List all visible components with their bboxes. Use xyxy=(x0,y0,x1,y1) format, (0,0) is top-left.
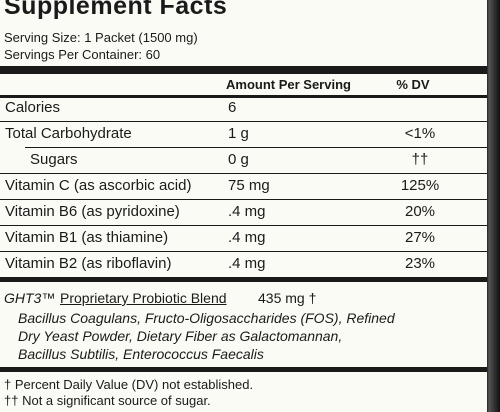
amount: .4 mg xyxy=(228,203,266,220)
rule xyxy=(0,66,487,74)
amount: .4 mg xyxy=(228,229,266,246)
nutrient-name: Vitamin B6 (as pyridoxine) xyxy=(5,203,180,220)
amount: 0 g xyxy=(228,151,249,168)
rule xyxy=(0,95,487,98)
nutrient-name: Sugars xyxy=(30,151,78,168)
servings-per-container: Servings Per Container: 60 xyxy=(4,47,161,62)
ingredient-line: Bacillus Coagulans, Fructo-Oligosacchari… xyxy=(18,310,395,326)
rule xyxy=(0,367,487,372)
rule xyxy=(25,147,487,148)
amount: 75 mg xyxy=(228,177,270,194)
amount: 1 g xyxy=(228,125,249,142)
nutrient-name: Vitamin C (as ascorbic acid) xyxy=(5,177,192,194)
rule xyxy=(0,199,487,200)
column-header: Amount Per Serving xyxy=(226,77,351,92)
daily-value: 125% xyxy=(400,177,440,194)
rule xyxy=(0,277,487,282)
rule xyxy=(0,173,487,174)
rule xyxy=(0,251,487,252)
daily-value: <1% xyxy=(404,125,436,142)
nutrient-name: Calories xyxy=(5,99,61,116)
column-header: % DV xyxy=(396,77,430,92)
ingredient-line: Bacillus Subtilis, Enterococcus Faecalis xyxy=(18,346,264,362)
daily-value: 20% xyxy=(404,203,436,220)
footnote: † Percent Daily Value (DV) not establish… xyxy=(4,377,254,392)
nutrient-name: Vitamin B2 (as riboflavin) xyxy=(5,255,172,272)
daily-value: 23% xyxy=(404,255,436,272)
nutrient-name: Vitamin B1 (as thiamine) xyxy=(5,229,169,246)
daily-value: †† xyxy=(411,151,429,168)
nutrient-name: Total Carbohydrate xyxy=(5,125,132,142)
blend-name: Proprietary Probiotic Blend xyxy=(60,290,227,306)
footnote: †† Not a significant source of sugar. xyxy=(4,393,211,408)
daily-value: 27% xyxy=(404,229,436,246)
serving-size: Serving Size: 1 Packet (1500 mg) xyxy=(4,30,198,45)
blend-mark: GHT3™ xyxy=(4,290,56,306)
ingredient-line: Dry Yeast Powder, Dietary Fiber as Galac… xyxy=(18,328,343,344)
title: Supplement Facts xyxy=(4,0,228,20)
rule xyxy=(0,121,487,122)
blend-amount: 435 mg † xyxy=(258,290,317,306)
amount: .4 mg xyxy=(228,255,266,272)
rule xyxy=(0,225,487,226)
package-edge xyxy=(487,0,500,412)
amount: 6 xyxy=(228,99,237,116)
